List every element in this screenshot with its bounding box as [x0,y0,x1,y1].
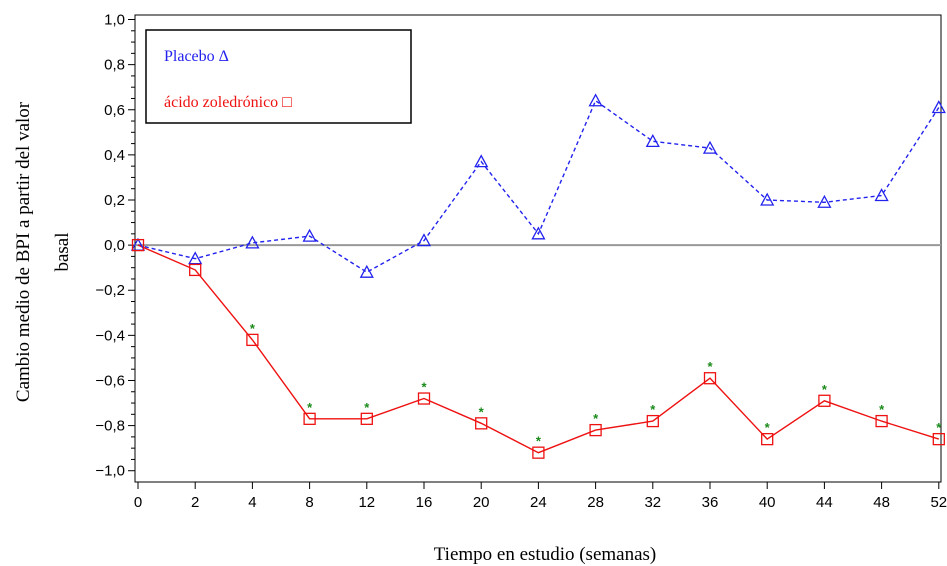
y-axis-title-line-1: Cambio medio de BPI a partir del valor [13,101,34,402]
x-tick-label: 28 [587,494,604,511]
placebo-point [245,235,260,249]
zoledronico-point [131,238,145,252]
y-tick-label: −1,0 [95,463,125,480]
legend-entry-zoledronico: ácido zoledrónico □ [164,94,292,111]
significance-marker: * [364,400,370,415]
placebo-point [359,264,374,278]
significance-marker: * [879,402,885,417]
zoledronico-point [475,417,488,430]
placebo-point [931,100,946,114]
zoledronico-point [761,432,774,446]
x-tick-label: 40 [759,494,776,511]
significance-marker: * [479,404,485,419]
y-tick-label: 0,6 [104,102,125,119]
x-tick-label: 12 [358,494,375,511]
y-tick-label: 0,0 [104,237,125,254]
placebo-point [588,93,603,107]
placebo-point [416,233,432,247]
zoledronico-point [589,423,602,437]
placebo-point [817,194,832,208]
placebo-point [188,251,203,265]
x-axis-title: Tiempo en estudio (semanas) [434,544,657,565]
x-tick-label: 16 [416,494,433,511]
zoledronico-point [818,394,831,407]
significance-marker: * [822,382,828,397]
legend-box [145,29,412,124]
placebo-point [760,192,775,206]
significance-marker: * [307,400,313,415]
placebo-point [474,154,489,168]
y-tick-label: −0,4 [95,327,125,344]
placebo-point [702,140,718,154]
zoledronico-point [932,432,945,446]
placebo-point [302,228,317,242]
x-tick-label: 20 [473,494,490,511]
placebo-point [874,188,889,202]
placebo-point [645,133,660,147]
significance-marker: * [250,321,256,336]
x-tick-label: 48 [873,494,890,511]
y-tick-label: 1,0 [104,12,125,29]
zoledronico-point [189,263,202,277]
placebo-line [137,99,940,274]
y-axis-title-line-2: basal [52,232,73,271]
zoledronico-point [246,333,259,347]
y-tick-label: 0,2 [104,192,125,209]
x-tick-label: 44 [816,494,833,511]
placebo-point [531,226,546,240]
x-tick-label: 4 [248,494,256,511]
x-tick-label: 0 [134,494,142,511]
y-tick-label: −0,6 [95,372,125,389]
zoledronico-point [532,446,545,459]
y-tick-label: 0,8 [104,57,125,74]
zoledronico-point [303,412,316,425]
zoledronico-point [646,414,659,428]
significance-marker: * [707,359,713,374]
x-tick-label: 52 [930,494,947,511]
significance-marker: * [936,420,942,435]
plot-layer: 1,0 0,8 0,6 0,4 0,2 0,0 −0,2 −0,4 −0,6 −0,8 −1,0 0 2… [95,12,947,511]
zoledronico-point [417,392,431,405]
significance-marker: * [650,402,656,417]
significance-marker: * [421,380,427,395]
zoledronico-point [875,414,888,428]
y-tick-label: 0,4 [104,147,125,164]
legend: Placebo Δ ácido zoledrónico □ [145,29,412,124]
x-tick-label: 2 [191,494,199,511]
significance-marker: * [536,434,542,449]
y-tick-label: −0,2 [95,282,125,299]
x-tick-label: 32 [644,494,661,511]
x-tick-label: 36 [702,494,719,511]
zoledronico-point [360,412,373,425]
significance-marker: * [765,420,771,435]
zoledronico-line [137,244,940,454]
significance-marker: * [593,411,599,426]
y-tick-label: −0,8 [95,418,125,435]
zoledronico-point [703,372,717,385]
legend-entry-placebo: Placebo Δ [164,48,229,65]
x-tick-label: 8 [305,494,313,511]
x-tick-label: 24 [530,494,547,511]
